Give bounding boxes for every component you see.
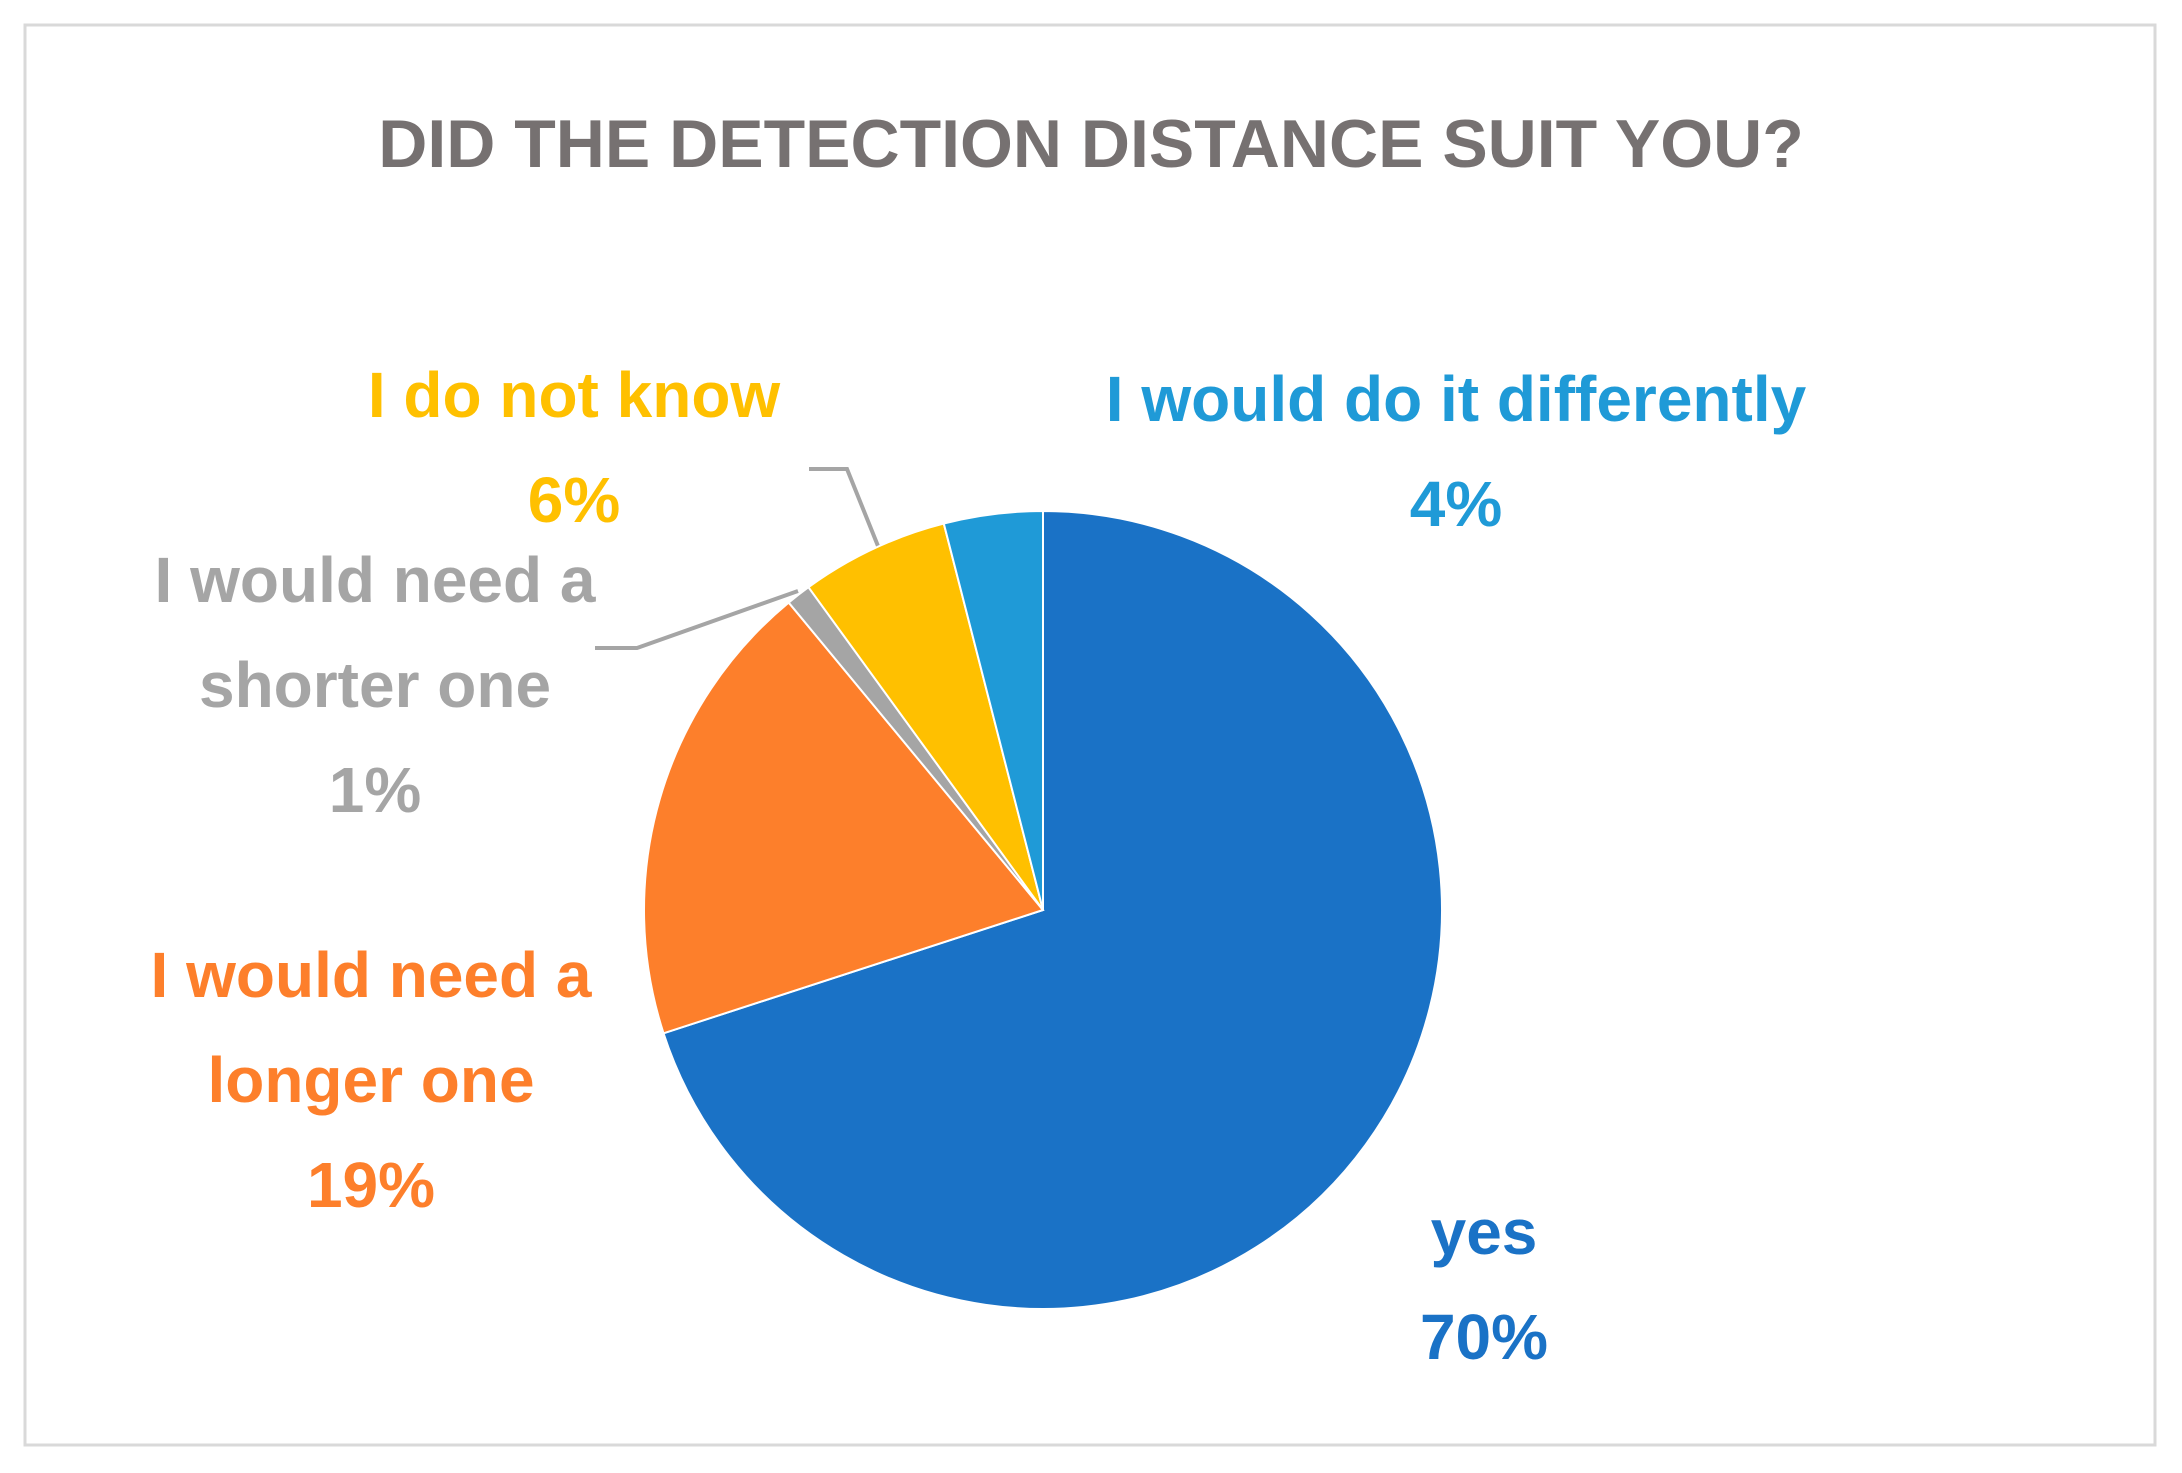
value-label: 1% xyxy=(328,754,422,826)
leader-line xyxy=(595,589,799,650)
pie-slice xyxy=(662,509,1443,1310)
data-label: yes 70% xyxy=(1284,1180,1684,1390)
pie-slice xyxy=(807,522,1044,911)
value-label: 70% xyxy=(1419,1301,1549,1373)
leader-line xyxy=(809,467,880,547)
category-label: I do not know xyxy=(367,359,781,431)
value-label: 6% xyxy=(527,464,621,536)
pie-slice xyxy=(942,509,1044,911)
pie-slice xyxy=(643,601,1045,1035)
value-label: 4% xyxy=(1409,468,1503,540)
value-label: 19% xyxy=(306,1149,436,1221)
category-label: I would do it differently xyxy=(1105,363,1807,435)
chart-title: DID THE DETECTION DISTANCE SUIT YOU? xyxy=(378,106,1804,182)
data-label: I would do it differently 4% xyxy=(1006,347,1906,557)
category-label: I would need a shorter one xyxy=(154,544,596,721)
data-label: I do not know 6% xyxy=(274,343,874,553)
category-label: yes xyxy=(1430,1196,1538,1268)
data-label: I would need a longer one 19% xyxy=(131,923,611,1238)
data-label: I would need a shorter one 1% xyxy=(135,528,615,843)
category-label: I would need a longer one xyxy=(150,939,592,1116)
